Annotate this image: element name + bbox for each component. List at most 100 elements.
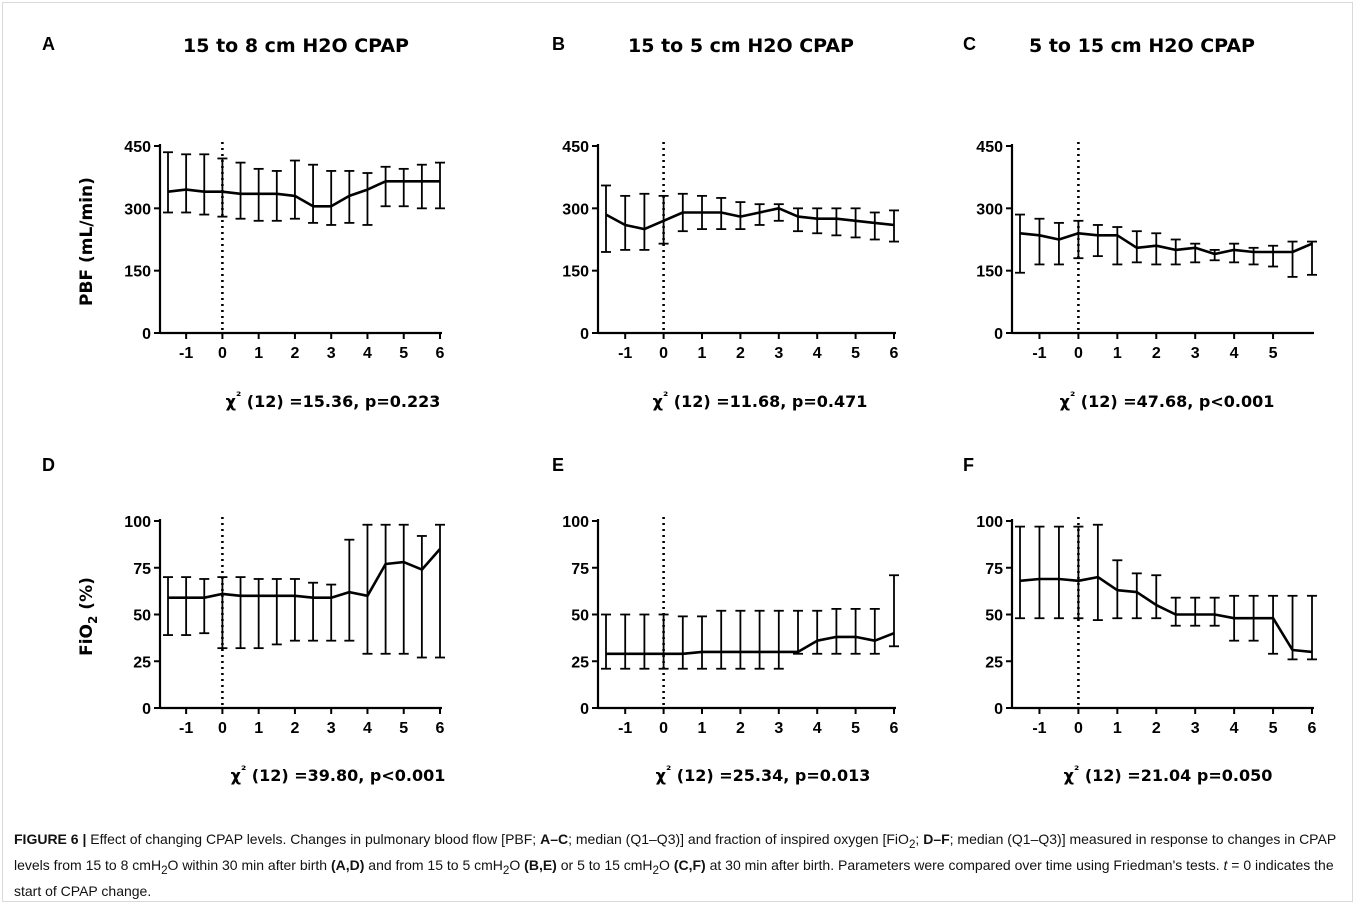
y-tick-label: 75 xyxy=(571,561,589,578)
stat-value: (12) =47.68, p<0.001 xyxy=(1075,392,1274,411)
x-tick-label: 6 xyxy=(890,345,899,362)
caption-panel-ref: D–F xyxy=(923,831,950,847)
caption-text: O xyxy=(659,856,674,873)
x-tick-label: 0 xyxy=(1074,720,1083,737)
median-line xyxy=(167,180,440,208)
stat-value: (12) =15.36, p=0.223 xyxy=(241,392,440,411)
y-tick-label: 0 xyxy=(142,701,151,718)
stat-superscript: ² xyxy=(1074,763,1079,777)
x-tick-label: 4 xyxy=(813,345,822,362)
x-tick-label: 4 xyxy=(1230,720,1239,737)
y-axis-label: PBF (mL/min) xyxy=(77,177,97,306)
x-tick-label: 2 xyxy=(1152,720,1161,737)
x-tick-label: -1 xyxy=(618,345,632,362)
caption-text: ; xyxy=(915,831,924,847)
stat-superscript: ² xyxy=(663,389,668,403)
y-tick-label: 25 xyxy=(571,654,589,671)
stat-chi: χ xyxy=(231,766,241,785)
caption-text: O xyxy=(509,856,525,873)
y-axis-label-text: FiO xyxy=(77,624,97,656)
stat-chi: χ xyxy=(1060,392,1070,411)
stat-superscript: ² xyxy=(1070,389,1075,403)
stat-value: (12) =11.68, p=0.471 xyxy=(668,392,867,411)
caption-panel-ref: A–C xyxy=(540,831,569,847)
caption-text: at 30 min after birth. Parameters were c… xyxy=(705,856,1224,873)
x-tick-label: 3 xyxy=(1191,345,1200,362)
y-tick-label: 50 xyxy=(571,608,589,625)
median-line xyxy=(606,631,895,656)
y-tick-label: 0 xyxy=(994,701,1003,718)
x-tick-label: 4 xyxy=(813,720,822,737)
caption-text: Effect of changing CPAP levels. Changes … xyxy=(86,831,541,847)
x-tick-label: 1 xyxy=(1113,720,1122,737)
x-tick-label: 4 xyxy=(363,345,372,362)
friedman-statistic: χ² (12) =15.36, p=0.223 xyxy=(226,389,441,411)
caption-text: or 5 to 15 cmH xyxy=(556,856,653,873)
chart-panel-b: B 15 to 5 cm H2O CPAP 0 150 300 450 -1 0 1 2 3 4 5 6 χ… xyxy=(552,34,899,411)
y-tick-label: 300 xyxy=(562,201,589,218)
caption-panel-ref: (C,F) xyxy=(673,856,706,873)
stat-chi: χ xyxy=(656,766,666,785)
panel-letter: F xyxy=(963,455,974,475)
y-tick-label: 300 xyxy=(124,201,151,218)
stat-value: (12) =21.04 p=0.050 xyxy=(1079,766,1272,785)
caption-subscript: 2 xyxy=(908,837,916,851)
median-line xyxy=(605,207,895,231)
panel-letter: E xyxy=(552,455,564,475)
friedman-statistic: χ² (12) =25.34, p=0.013 xyxy=(656,763,871,785)
stat-value: (12) =39.80, p<0.001 xyxy=(246,766,445,785)
x-tick-label: 4 xyxy=(1230,345,1239,362)
friedman-statistic: χ² (12) =39.80, p<0.001 xyxy=(231,763,446,785)
x-tick-label: 3 xyxy=(774,345,783,362)
y-tick-label: 150 xyxy=(976,264,1003,281)
x-tick-label: 5 xyxy=(851,720,860,737)
panel-title: 15 to 5 cm H2O CPAP xyxy=(628,35,854,57)
y-tick-label: 150 xyxy=(562,264,589,281)
y-tick-label: 50 xyxy=(133,608,151,625)
figure-caption: FIGURE 6 | Effect of changing CPAP level… xyxy=(14,829,1344,902)
y-tick-label: 0 xyxy=(580,701,589,718)
median-line xyxy=(1019,232,1313,256)
x-tick-label: 0 xyxy=(218,345,227,362)
stat-superscript: ² xyxy=(236,389,241,403)
panel-letter: D xyxy=(42,455,55,475)
x-tick-label: 6 xyxy=(1308,720,1317,737)
stat-value: (12) =25.34, p=0.013 xyxy=(671,766,870,785)
x-tick-label: 0 xyxy=(1074,345,1083,362)
caption-text: ; median (Q1–Q3)] and fraction of inspir… xyxy=(568,831,909,847)
x-tick-label: 3 xyxy=(327,720,336,737)
x-tick-label: 3 xyxy=(327,345,336,362)
caption-text: O within 30 min after birth xyxy=(167,856,331,873)
x-tick-label: 6 xyxy=(890,720,899,737)
x-tick-label: 5 xyxy=(1269,720,1278,737)
chart-panel-c: C 5 to 15 cm H2O CPAP 0 150 300 450 -1 0 1 2 3 4 5 χ²… xyxy=(963,34,1317,411)
y-axis-label-subscript: 2 xyxy=(86,616,100,624)
x-tick-label: 2 xyxy=(290,720,299,737)
x-tick-label: 0 xyxy=(659,345,668,362)
x-tick-label: 5 xyxy=(1269,345,1278,362)
x-tick-label: 1 xyxy=(254,720,263,737)
stat-chi: χ xyxy=(226,392,236,411)
friedman-statistic: χ² (12) =47.68, p<0.001 xyxy=(1060,389,1275,411)
x-tick-label: 2 xyxy=(1152,345,1161,362)
y-axis-label-unit: (%) xyxy=(77,577,97,616)
x-tick-label: 2 xyxy=(736,720,745,737)
x-tick-label: -1 xyxy=(618,720,632,737)
x-tick-label: 6 xyxy=(436,720,445,737)
caption-text: = 0 indicates the start of CPAP change. xyxy=(14,856,1334,899)
y-tick-label: 450 xyxy=(124,139,151,156)
panel-letter: C xyxy=(963,34,976,54)
x-tick-label: 5 xyxy=(399,345,408,362)
x-tick-label: 1 xyxy=(698,720,707,737)
y-tick-label: 100 xyxy=(976,514,1003,531)
stat-superscript: ² xyxy=(666,763,671,777)
y-tick-label: 300 xyxy=(976,201,1003,218)
y-tick-label: 0 xyxy=(142,326,151,343)
panel-letter: A xyxy=(42,34,55,54)
median-line xyxy=(1019,575,1313,654)
caption-panel-ref: (B,E) xyxy=(524,856,557,873)
y-axis-label-text: PBF (mL/min) xyxy=(77,177,97,306)
